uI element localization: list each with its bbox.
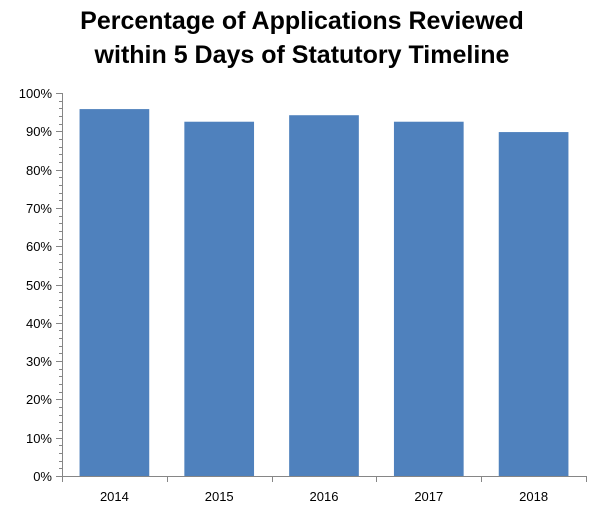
- x-tick-label-2015: 2015: [205, 489, 234, 504]
- bar-2014: [79, 109, 150, 476]
- x-tick-label-2017: 2017: [414, 489, 443, 504]
- y-tick-label: 100%: [19, 86, 53, 101]
- axes-group: [56, 93, 587, 482]
- y-tick-label: 20%: [26, 392, 52, 407]
- labels-group: 0% 10% 20% 30% 40% 50% 60% 70% 80% 90% 100% 2014 201…: [19, 86, 548, 504]
- chart-title-line-2: within 5 Days of Statutory Timeline: [94, 41, 510, 69]
- x-tick-label-2016: 2016: [310, 489, 339, 504]
- bar-2017: [393, 121, 464, 476]
- y-tick-label: 40%: [26, 316, 52, 331]
- bar-2015: [184, 121, 255, 476]
- y-tick-label: 0%: [33, 469, 52, 484]
- bars-group: [79, 109, 569, 477]
- y-tick-label: 10%: [26, 431, 52, 446]
- y-tick-label: 60%: [26, 239, 52, 254]
- y-tick-label: 50%: [26, 278, 52, 293]
- chart-title-line-1: Percentage of Applications Reviewed: [80, 7, 524, 35]
- x-tick-label-2014: 2014: [100, 489, 129, 504]
- x-tick-label-2018: 2018: [519, 489, 548, 504]
- y-tick-label: 30%: [26, 354, 52, 369]
- y-tick-label: 80%: [26, 163, 52, 178]
- bar-2018: [498, 132, 569, 476]
- chart-title: Percentage of Applications Reviewed with…: [0, 4, 604, 72]
- y-tick-label: 90%: [26, 124, 52, 139]
- bar-2016: [289, 115, 359, 477]
- y-tick-label: 70%: [26, 201, 52, 216]
